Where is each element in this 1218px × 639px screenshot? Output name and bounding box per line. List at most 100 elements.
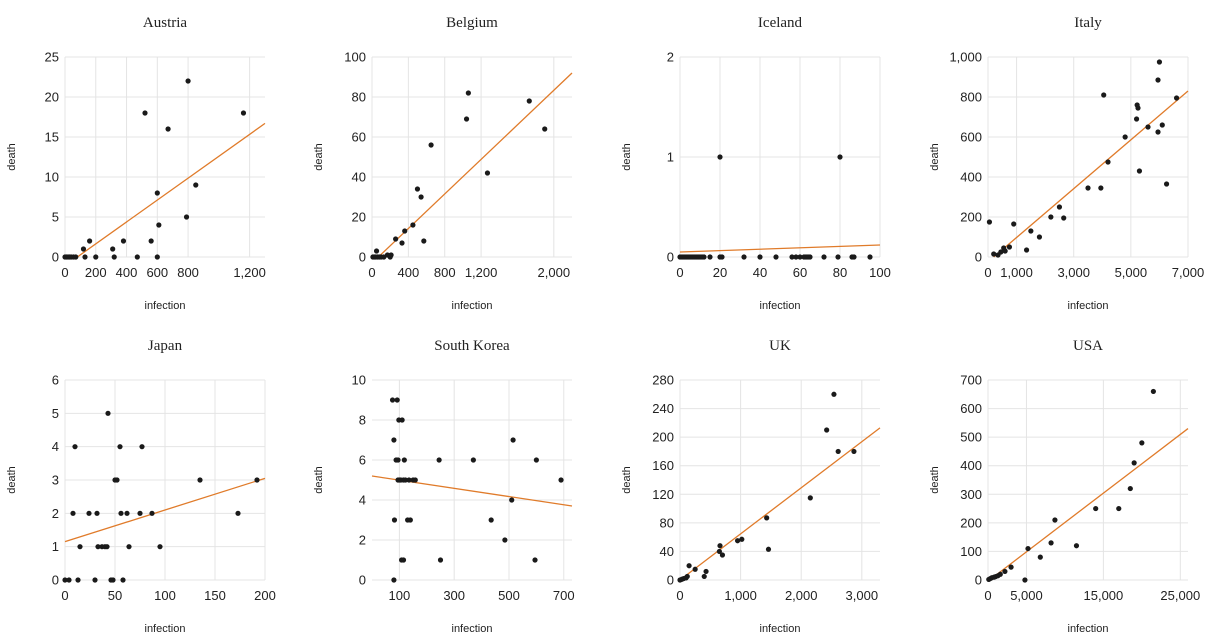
chart-title: Austria <box>143 15 188 31</box>
data-point <box>407 517 413 523</box>
x-axis-label: infection <box>760 623 801 635</box>
x-tick-label: 50 <box>108 588 122 603</box>
data-point <box>412 477 418 483</box>
x-tick-label: 1,200 <box>233 265 266 280</box>
x-tick-label: 800 <box>434 265 456 280</box>
y-tick-label: 160 <box>652 458 674 473</box>
y-tick-label: 2 <box>52 506 59 521</box>
y-tick-label: 0 <box>667 573 674 588</box>
data-point <box>149 510 155 516</box>
x-tick-label: 200 <box>85 265 107 280</box>
data-point <box>240 110 247 116</box>
x-tick-label: 80 <box>833 265 847 280</box>
data-point <box>717 154 723 160</box>
data-point <box>1155 77 1161 83</box>
data-point <box>400 557 407 563</box>
x-tick-label: 3,000 <box>1057 265 1090 280</box>
y-tick-label: 0 <box>975 250 982 265</box>
data-point <box>62 577 68 583</box>
x-tick-label: 0 <box>61 588 68 603</box>
x-tick-label: 60 <box>793 265 807 280</box>
data-point <box>502 537 508 543</box>
data-point <box>399 240 405 246</box>
data-point <box>80 246 87 252</box>
data-point <box>719 552 726 558</box>
data-point <box>402 477 409 483</box>
data-point <box>707 254 713 260</box>
chart-panel-italy: Italy 0 200 400 600 800 1,000 0 1,000 3,000 5,000 7… <box>929 15 1204 312</box>
data-point <box>1073 543 1080 549</box>
data-point <box>406 477 412 483</box>
x-tick-label: 600 <box>146 265 168 280</box>
data-point <box>401 457 407 463</box>
data-point <box>1028 228 1034 234</box>
x-tick-label: 100 <box>389 588 411 603</box>
data-point <box>1122 134 1128 140</box>
y-tick-label: 6 <box>359 453 366 468</box>
data-point <box>92 577 98 583</box>
data-point <box>393 236 399 242</box>
data-point <box>470 457 476 463</box>
data-point <box>1002 568 1008 575</box>
x-axis-label: infection <box>145 300 186 312</box>
y-axis-label: death <box>6 466 18 494</box>
chart-panel-usa: USA 0 100 200 300 400 500 600 700 0 5,000 15,000 25,… <box>929 338 1200 635</box>
y-tick-label: 3 <box>52 473 59 488</box>
data-point <box>1133 116 1140 122</box>
trend-line <box>679 244 881 253</box>
data-point <box>533 457 539 463</box>
data-point <box>1006 244 1013 250</box>
chart-panel-uk: UK 0 40 80 120 160 200 240 280 0 1,000 2,000 3,000 in… <box>621 338 881 635</box>
chart-title: USA <box>1073 338 1103 354</box>
data-point <box>741 254 747 260</box>
data-point <box>1011 221 1017 227</box>
data-point <box>66 577 72 583</box>
chart-title: Italy <box>1074 15 1102 31</box>
data-point <box>118 510 124 516</box>
data-point <box>197 477 203 483</box>
data-point <box>235 510 241 516</box>
y-tick-label: 10 <box>45 170 59 185</box>
data-point <box>86 510 92 516</box>
data-point <box>110 246 116 252</box>
y-tick-label: 800 <box>960 90 982 105</box>
chart-title: Japan <box>148 338 183 354</box>
y-tick-label: 200 <box>960 515 982 530</box>
data-point <box>1116 505 1122 512</box>
data-point <box>509 497 515 503</box>
data-point <box>701 254 707 260</box>
chart-panel-austria: Austria 0 5 10 15 20 25 0 200 400 600 800 1,200 infec… <box>6 15 266 312</box>
data-point <box>1093 505 1099 512</box>
chart-panel-belgium: Belgium 0 20 40 60 80 100 0 400 800 1,200 2,000 infe… <box>313 15 573 312</box>
chart-title: Belgium <box>446 15 498 31</box>
chart-title: Iceland <box>758 15 803 31</box>
data-point <box>1002 248 1008 254</box>
x-axis-label: infection <box>1068 623 1109 635</box>
x-tick-label: 800 <box>177 265 199 280</box>
y-tick-label: 4 <box>52 439 59 454</box>
x-axis-label: infection <box>760 300 801 312</box>
data-point <box>1173 95 1180 101</box>
x-tick-label: 0 <box>676 265 683 280</box>
data-point <box>851 254 857 260</box>
data-point <box>851 448 857 455</box>
data-point <box>1105 159 1111 165</box>
data-point <box>701 573 707 580</box>
data-point <box>867 254 873 260</box>
x-tick-label: 500 <box>498 588 520 603</box>
data-point <box>835 448 841 455</box>
y-tick-label: 0 <box>52 573 59 588</box>
data-point <box>558 477 564 483</box>
chart-title: UK <box>769 338 791 354</box>
y-tick-label: 6 <box>52 373 59 388</box>
chart-panel-south-korea: South Korea 0 2 4 6 8 10 100 300 500 700 infection d… <box>313 338 575 635</box>
x-tick-label: 2,000 <box>538 265 571 280</box>
x-tick-label: 300 <box>443 588 465 603</box>
data-point <box>110 577 116 583</box>
y-tick-label: 500 <box>960 430 982 445</box>
y-axis-label: death <box>313 466 325 494</box>
data-point <box>1023 247 1030 253</box>
data-point <box>465 90 471 96</box>
data-point <box>75 577 81 583</box>
